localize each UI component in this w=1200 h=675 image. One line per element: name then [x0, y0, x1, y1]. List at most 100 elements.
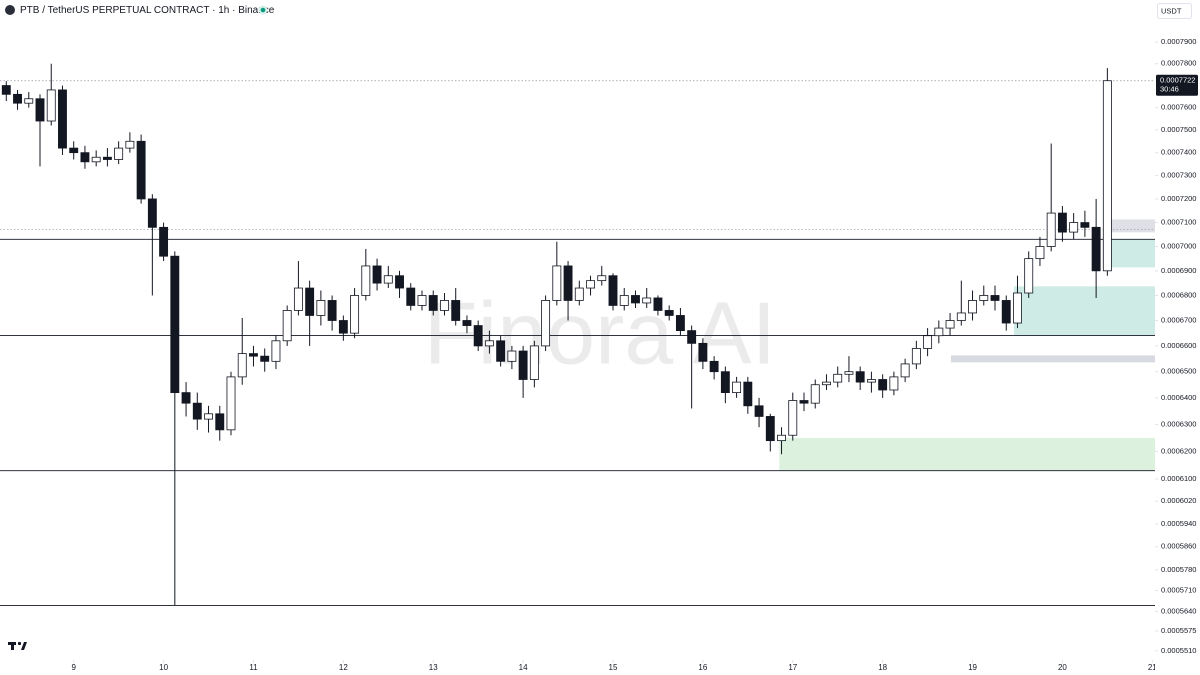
y-tick-label: 0.0005860: [1161, 542, 1196, 551]
candle-body: [698, 342, 708, 362]
candle-body: [664, 310, 674, 316]
candle-body: [653, 297, 663, 311]
candle-body: [226, 376, 236, 431]
y-tick-label: 0.0005940: [1161, 519, 1196, 528]
candle-body: [159, 226, 169, 257]
status-dot: [260, 7, 266, 13]
y-tick-label: 0.0006500: [1161, 367, 1196, 376]
candle-body: [102, 156, 112, 160]
candle-body: [822, 381, 831, 386]
price-tag-label: 0.0007722: [1160, 76, 1195, 85]
y-tick-label: 0.0006300: [1161, 419, 1196, 428]
candle-body: [709, 360, 719, 373]
candle-body: [788, 400, 798, 436]
candle-body: [844, 371, 854, 375]
candle-body: [237, 353, 247, 378]
candle-body: [372, 265, 382, 284]
currency[interactable]: USDT: [1161, 6, 1182, 15]
y-tick-label: 0.0006600: [1161, 341, 1196, 350]
candle-body: [204, 413, 213, 420]
candle-body: [934, 327, 944, 337]
x-tick-label: 21: [1148, 663, 1157, 672]
candle-body: [114, 147, 124, 160]
price-axis: USDT 0.0007900 0.0007800 0.0007600 0.000750…: [1155, 0, 1200, 675]
candle-body: [866, 379, 876, 383]
candle-body: [777, 434, 786, 442]
x-tick-label: 19: [968, 663, 977, 672]
candle-body: [1091, 226, 1101, 272]
candle-body: [338, 320, 348, 334]
symbol-title[interactable]: PTB / TetherUS PERPETUAL CONTRACT · 1h ·…: [20, 5, 275, 16]
y-tick-label: 0.0007200: [1161, 194, 1196, 203]
candle-body: [473, 325, 483, 347]
candle-body: [215, 413, 225, 431]
zone: [1108, 219, 1155, 233]
candle-body: [451, 300, 461, 321]
candle-body: [889, 376, 899, 391]
candle-body: [1080, 222, 1090, 228]
y-tick-label: 0.0006800: [1161, 290, 1196, 299]
candle-body: [1057, 212, 1067, 233]
candle-body: [720, 371, 730, 394]
y-tick-label: 0.0006020: [1161, 496, 1196, 505]
x-tick-label: 16: [698, 663, 707, 672]
logo-part: [17, 641, 22, 646]
x-tick-label: 14: [519, 663, 528, 672]
candle-body: [316, 300, 326, 316]
currency-box[interactable]: [1157, 3, 1192, 19]
candle-body: [125, 140, 135, 149]
x-tick-label: 11: [249, 663, 258, 672]
candle-body: [1001, 300, 1011, 324]
candle-body: [1024, 258, 1034, 294]
y-tick-label: 0.0006100: [1161, 474, 1196, 483]
y-tick-label: 0.0007100: [1161, 218, 1196, 227]
candle-body: [878, 379, 888, 391]
candle-body: [608, 275, 618, 306]
candle-body: [810, 384, 820, 404]
candle-body: [574, 287, 584, 301]
candle-body: [541, 300, 551, 347]
candle-body: [181, 392, 191, 404]
candle-body: [136, 140, 146, 200]
candle-body: [923, 335, 933, 349]
candle-body: [496, 340, 506, 362]
candle-body: [417, 295, 427, 306]
candle-body: [675, 315, 685, 332]
candle-body: [147, 198, 157, 228]
y-tick-label: 0.0007600: [1161, 103, 1196, 112]
candle-body: [799, 400, 809, 404]
candle-body: [754, 405, 764, 417]
candle-body: [631, 295, 640, 304]
y-tick-label: 0.0007300: [1161, 171, 1196, 180]
y-tick-label: 0.0005780: [1161, 565, 1196, 574]
x-tick-label: 18: [878, 663, 887, 672]
y-tick-label: 0.0005640: [1161, 606, 1196, 615]
candle-body: [979, 295, 989, 301]
y-tick-label: 0.0005510: [1161, 646, 1196, 655]
candle-body: [406, 287, 416, 306]
candle-body: [383, 275, 393, 284]
symbol-icon: [5, 5, 15, 15]
candle-body: [249, 353, 258, 357]
candle-body: [968, 300, 977, 314]
candle-body: [327, 300, 337, 321]
x-tick-label: 15: [609, 663, 618, 672]
candle-body: [732, 381, 742, 394]
logo-part: [21, 642, 27, 650]
candle-body: [687, 330, 697, 344]
tv-logo: [8, 641, 27, 650]
x-tick-label: 9: [71, 663, 76, 672]
logo-part: [11, 642, 14, 650]
candle-body: [91, 156, 101, 163]
candle-body: [271, 340, 281, 362]
zone: [950, 355, 1155, 363]
candle-body: [507, 350, 517, 362]
candle-body: [69, 147, 79, 154]
candle-body: [192, 402, 202, 420]
candle-body: [428, 295, 438, 311]
candle-body: [440, 300, 449, 311]
price-tag: [1156, 74, 1198, 96]
header: PTB / TetherUS PERPETUAL CONTRACT · 1h ·…: [5, 5, 275, 16]
